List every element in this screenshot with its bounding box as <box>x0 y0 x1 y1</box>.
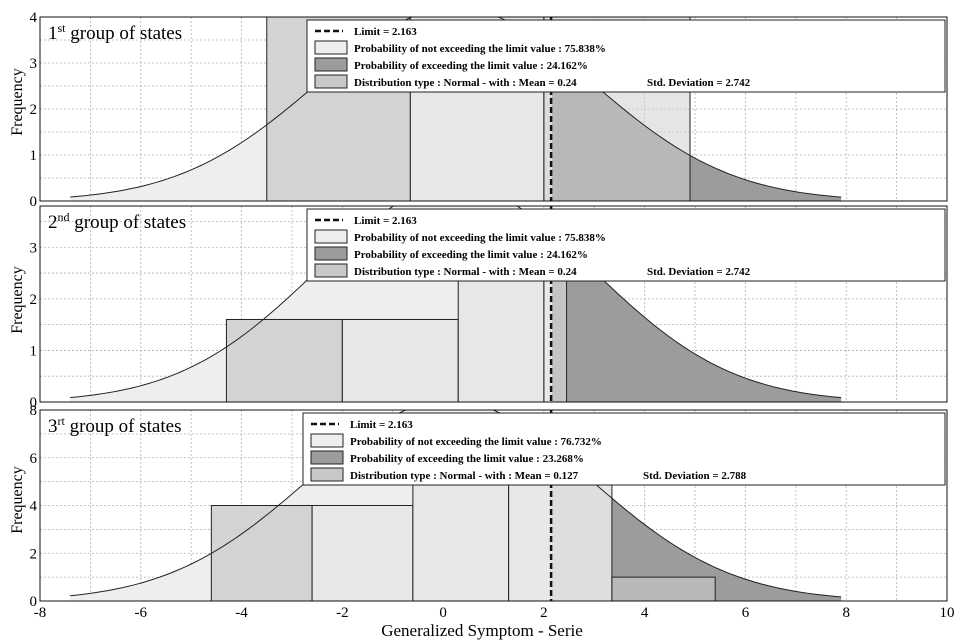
x-tick-label: 4 <box>641 605 649 621</box>
chart-panel-2: 0 1 2 3 2nd group of states Limit = 2.163 Prob… <box>30 205 948 411</box>
legend: Limit = 2.163 Probability of not exceedin… <box>306 19 946 93</box>
legend-swatch <box>314 74 348 89</box>
y-tick-label: 2 <box>30 292 38 308</box>
y-tick-label: 8 <box>30 403 38 419</box>
legend-text: Probability of not exceeding the limit v… <box>354 232 606 244</box>
legend-swatch <box>310 450 344 465</box>
group-label: 3rt group of states <box>48 414 181 437</box>
chart-panel-3: 0 2 4 6 8 3rt group of states Limit = 2.163 Pro… <box>30 403 948 610</box>
x-axis-label: Generalized Symptom - Serie <box>381 621 583 640</box>
histogram-bar <box>311 505 414 601</box>
curve-area-above-limit <box>552 447 842 601</box>
legend-text: Distribution type : Normal - with : Mean… <box>354 77 577 89</box>
x-tick-label: 0 <box>439 605 447 621</box>
y-tick-label: 0 <box>30 395 38 411</box>
curve-area-above-limit <box>552 232 842 402</box>
legend-text: Probability of not exceeding the limit v… <box>354 43 606 55</box>
histogram-bar <box>210 505 313 601</box>
legend-box <box>306 208 946 282</box>
legend-text: Limit = 2.163 <box>350 419 413 431</box>
plot-frame <box>39 409 948 602</box>
x-tick-label: -4 <box>235 605 248 621</box>
histogram-bar <box>508 476 613 601</box>
legend-text: Std. Deviation = 2.742 <box>647 266 751 278</box>
x-tick-label: 2 <box>540 605 548 621</box>
y-axis-label: Frequency <box>9 68 26 136</box>
y-axis-label: Frequency <box>9 466 26 534</box>
legend-swatch <box>314 246 348 261</box>
group-label: 2nd group of states <box>48 210 186 233</box>
legend-swatch <box>310 467 344 482</box>
y-tick-label: 1 <box>30 343 38 359</box>
histogram-bar <box>611 576 716 601</box>
normal-curve-line <box>70 410 842 598</box>
y-axis-label: Frequency <box>9 266 26 334</box>
legend-box <box>306 19 946 93</box>
plot-frame <box>39 16 948 202</box>
y-tick-label: 2 <box>30 546 38 562</box>
legend-text: Limit = 2.163 <box>354 26 417 38</box>
y-tick-label: 3 <box>30 240 38 256</box>
y-tick-label: 6 <box>30 451 38 467</box>
histogram-bar <box>412 476 510 601</box>
legend-swatch <box>310 433 344 448</box>
y-tick-label: 4 <box>30 499 38 515</box>
histogram-bar <box>457 277 545 402</box>
x-tick-label: 8 <box>842 605 850 621</box>
normal-curve-line <box>70 17 842 198</box>
legend-text: Distribution type : Normal - with : Mean… <box>354 266 577 278</box>
legend-swatch <box>314 263 348 278</box>
y-tick-label: 4 <box>30 10 38 26</box>
legend-text: Limit = 2.163 <box>354 215 417 227</box>
legend-text: Std. Deviation = 2.742 <box>647 77 751 89</box>
y-tick-label: 2 <box>30 102 38 118</box>
legend-box <box>302 412 946 486</box>
legend-text: Probability of exceeding the limit value… <box>354 249 588 261</box>
x-tick-label: 6 <box>742 605 750 621</box>
legend-swatch <box>314 40 348 55</box>
histogram-bar <box>225 318 343 402</box>
group-label: 1st group of states <box>48 21 182 44</box>
legend-text: Distribution type : Normal - with : Mean… <box>350 470 579 482</box>
legend-swatch <box>314 57 348 72</box>
normal-curve-line <box>70 206 842 399</box>
legend: Limit = 2.163 Probability of not exceedin… <box>306 208 946 282</box>
legend: Limit = 2.163 Probability of not exceedin… <box>302 412 946 486</box>
x-tick-label: -6 <box>135 605 148 621</box>
legend-text: Std. Deviation = 2.788 <box>643 470 747 482</box>
y-tick-label: 1 <box>30 148 38 164</box>
histogram-bar <box>341 318 459 402</box>
histogram-bar <box>543 277 568 402</box>
legend-text: Probability of exceeding the limit value… <box>350 453 584 465</box>
x-tick-label: 10 <box>940 605 955 621</box>
x-tick-label: -8 <box>34 605 47 621</box>
y-tick-label: 0 <box>30 194 38 210</box>
legend-swatch <box>314 229 348 244</box>
chart-panel-1: 0 1 2 3 4 1st group of states Limit = 2.163 Pro… <box>30 10 948 210</box>
legend-text: Probability of exceeding the limit value… <box>354 60 588 72</box>
y-tick-label: 3 <box>30 56 38 72</box>
plot-frame <box>39 205 948 403</box>
x-tick-label: -2 <box>336 605 349 621</box>
legend-text: Probability of not exceeding the limit v… <box>350 436 602 448</box>
y-tick-label: 0 <box>30 594 38 610</box>
